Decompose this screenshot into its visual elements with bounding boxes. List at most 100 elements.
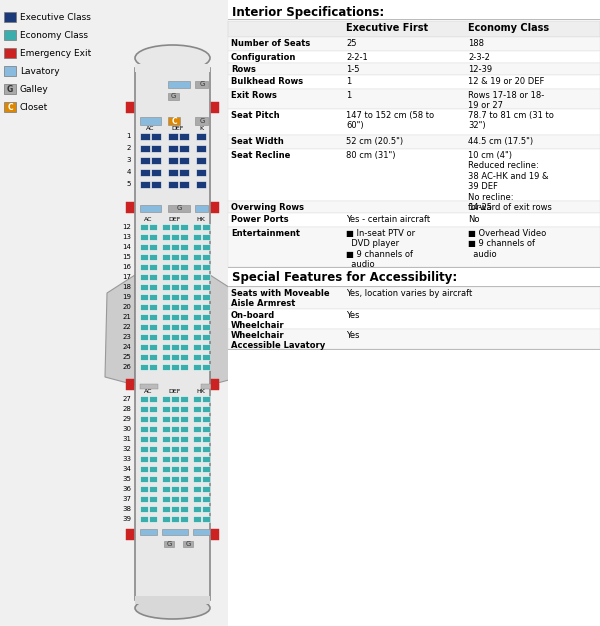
Bar <box>151 157 161 164</box>
Bar <box>149 496 157 502</box>
Polygon shape <box>210 275 240 385</box>
Bar <box>140 364 148 370</box>
Bar <box>202 364 210 370</box>
Bar <box>140 205 161 212</box>
Bar <box>140 426 148 432</box>
Bar <box>162 476 170 482</box>
Bar <box>202 396 210 402</box>
Text: G: G <box>199 118 205 124</box>
Bar <box>228 37 600 51</box>
Bar <box>149 274 157 280</box>
Bar <box>171 456 179 462</box>
Bar <box>193 344 201 350</box>
Bar <box>196 133 206 140</box>
Bar <box>162 396 170 402</box>
Bar <box>4 30 16 40</box>
Bar <box>193 496 201 502</box>
Text: G: G <box>199 81 205 88</box>
Bar <box>140 506 148 512</box>
Bar <box>4 102 16 112</box>
Bar <box>149 516 157 522</box>
Bar <box>151 169 161 176</box>
Bar <box>168 169 178 176</box>
Text: 2: 2 <box>127 145 131 151</box>
Text: G: G <box>185 541 191 547</box>
Text: HK: HK <box>197 389 205 394</box>
Bar <box>168 205 190 212</box>
Text: 2-2-1: 2-2-1 <box>346 53 368 62</box>
Bar <box>151 133 161 140</box>
Bar <box>171 244 179 250</box>
Bar <box>140 274 148 280</box>
Bar <box>228 349 600 350</box>
Text: K: K <box>199 126 203 131</box>
Text: ■ In-seat PTV or
  DVD player
■ 9 channels of
  audio: ■ In-seat PTV or DVD player ■ 9 channels… <box>346 229 415 269</box>
Text: Number of Seats: Number of Seats <box>231 39 310 48</box>
Bar <box>180 224 188 230</box>
Bar <box>180 344 188 350</box>
Text: Yes, location varies by aircraft: Yes, location varies by aircraft <box>346 289 472 298</box>
Bar <box>149 284 157 290</box>
Bar <box>180 406 188 412</box>
Bar <box>228 0 600 626</box>
Bar <box>211 529 219 540</box>
Bar <box>202 224 210 230</box>
Bar <box>149 244 157 250</box>
Bar <box>228 329 600 349</box>
Text: AC: AC <box>144 389 152 394</box>
Text: 1: 1 <box>346 91 351 100</box>
Bar <box>211 379 219 390</box>
Bar <box>149 234 157 240</box>
Text: Seats with Moveable
Aisle Armrest: Seats with Moveable Aisle Armrest <box>231 289 329 309</box>
Text: 19: 19 <box>122 294 131 300</box>
Bar <box>168 93 179 100</box>
Bar <box>179 145 189 152</box>
Bar <box>162 436 170 442</box>
Bar <box>202 506 210 512</box>
Bar <box>180 396 188 402</box>
Bar <box>149 436 157 442</box>
Bar <box>202 334 210 340</box>
Bar <box>140 456 148 462</box>
Bar <box>149 264 157 270</box>
Bar <box>140 384 158 389</box>
Bar <box>202 516 210 522</box>
Bar <box>202 304 210 310</box>
Bar <box>4 66 16 76</box>
Bar <box>140 244 148 250</box>
Bar <box>4 12 16 22</box>
Bar <box>171 416 179 422</box>
Bar <box>162 264 170 270</box>
Text: 12: 12 <box>122 224 131 230</box>
Bar <box>228 213 600 227</box>
Bar <box>202 466 210 472</box>
Text: No: No <box>468 215 479 224</box>
Bar <box>149 324 157 330</box>
Bar <box>180 364 188 370</box>
Bar <box>193 354 201 360</box>
Bar <box>180 234 188 240</box>
Bar <box>140 294 148 300</box>
Bar <box>149 304 157 310</box>
Text: DEF: DEF <box>172 126 184 131</box>
Bar <box>195 205 208 212</box>
Bar <box>126 102 134 113</box>
Bar <box>140 145 150 152</box>
Bar <box>168 81 190 88</box>
Bar <box>162 304 170 310</box>
Bar <box>168 145 178 152</box>
Text: Seat Recline: Seat Recline <box>231 151 290 160</box>
Bar <box>171 476 179 482</box>
Bar <box>211 102 219 113</box>
Bar <box>196 169 206 176</box>
Bar <box>149 334 157 340</box>
Text: 52 cm (20.5"): 52 cm (20.5") <box>346 137 403 146</box>
Bar <box>168 157 178 164</box>
Text: Configuration: Configuration <box>231 53 296 62</box>
Bar <box>193 436 201 442</box>
Text: 3: 3 <box>127 158 131 163</box>
Bar <box>171 426 179 432</box>
Bar <box>202 264 210 270</box>
Bar <box>140 117 161 125</box>
Bar <box>171 234 179 240</box>
